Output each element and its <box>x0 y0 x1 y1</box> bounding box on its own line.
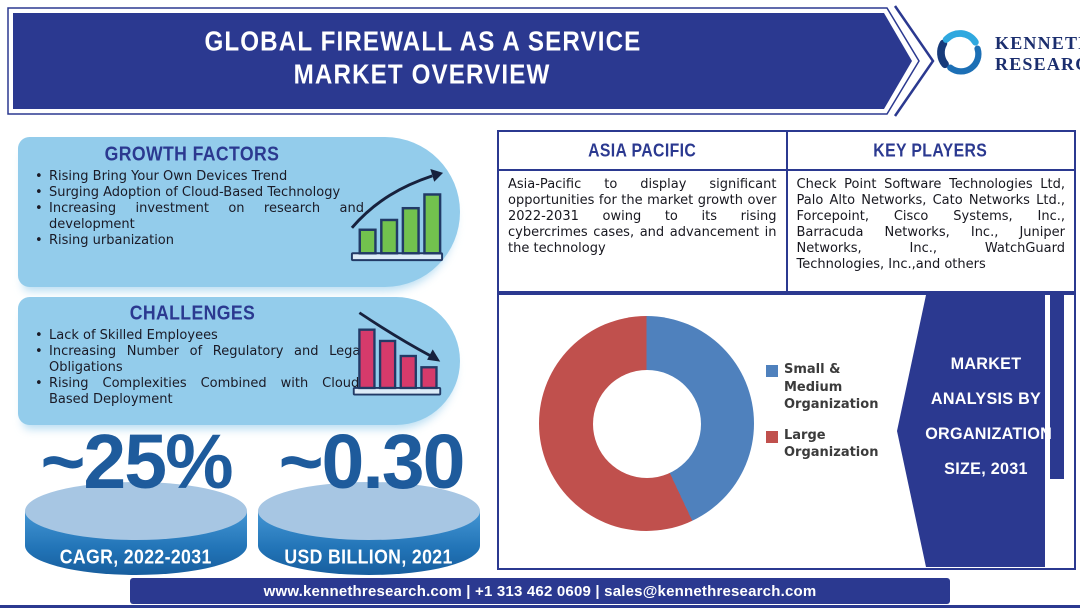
chart-legend: Small & Medium Organization Large Organi… <box>766 361 882 475</box>
growth-factors-list: Rising Bring Your Own Devices Trend Surg… <box>32 169 364 250</box>
stat-market-size-value: ~0.30 <box>278 419 466 505</box>
stat-cagr-value: ~25% <box>40 419 233 505</box>
rising-bar-chart-icon <box>350 169 444 262</box>
key-players-body: Check Point Software Technologies Ltd, P… <box>796 177 1066 272</box>
legend-item: Large Organization <box>766 427 882 462</box>
legend-swatch-blue <box>766 365 778 377</box>
footer-contact-text: www.kennethresearch.com | +1 313 462 060… <box>263 582 817 600</box>
kenneth-research-logo: KENNETH RESEARCH <box>934 27 1080 81</box>
challenges-list: Lack of Skilled Employees Increasing Num… <box>32 328 364 409</box>
chart-panel: Small & Medium Organization Large Organi… <box>497 293 1076 570</box>
footer-contact-bar: www.kennethresearch.com | +1 313 462 060… <box>130 578 950 604</box>
disk-top <box>25 482 247 540</box>
declining-bar-chart-icon <box>352 311 442 396</box>
stat-disk: CAGR, 2022-2031 <box>25 482 247 578</box>
kenneth-research-logo-icon <box>937 30 982 75</box>
bottom-divider <box>0 605 1080 608</box>
growth-factors-title: GROWTH FACTORS <box>104 143 280 166</box>
challenge-item: Rising Complexities Combined with Cloud-… <box>32 376 364 408</box>
disk-top <box>258 482 480 540</box>
challenges-title: CHALLENGES <box>129 302 255 325</box>
donut-chart <box>539 316 754 531</box>
page-title-line1: GLOBAL FIREWALL AS A SERVICE <box>204 24 641 58</box>
page-title: GLOBAL FIREWALL AS A SERVICE MARKET OVER… <box>0 25 845 91</box>
page-title-line2: MARKET OVERVIEW <box>294 57 551 91</box>
key-players-header: KEY PLAYERS <box>787 132 1074 171</box>
logo-line1: KENNETH <box>995 33 1080 54</box>
asia-pacific-panel: ASIA PACIFIC Asia-Pacific to display sig… <box>499 132 786 291</box>
key-players-panel: KEY PLAYERS Check Point Software Technol… <box>785 132 1074 291</box>
logo-line2: RESEARCH <box>995 54 1080 74</box>
logo-wordmark: KENNETH RESEARCH <box>995 33 1080 74</box>
challenge-item: Lack of Skilled Employees <box>32 328 364 344</box>
growth-factor-item: Surging Adoption of Cloud-Based Technolo… <box>32 185 364 201</box>
asia-pacific-body: Asia-Pacific to display significant oppo… <box>508 177 777 256</box>
challenge-item: Increasing Number of Regulatory and Lega… <box>32 344 364 376</box>
growth-factor-item: Rising urbanization <box>32 233 364 249</box>
legend-item: Small & Medium Organization <box>766 361 882 414</box>
chart-title-sidebar: MARKET ANALYSIS BY ORGANIZATION SIZE, 20… <box>925 354 1053 478</box>
stat-disk: USD BILLION, 2021 <box>258 482 480 578</box>
legend-label: Large Organization <box>784 427 879 461</box>
asia-pacific-header: ASIA PACIFIC <box>499 132 786 171</box>
stat-market-size-label: USD BILLION, 2021 <box>284 546 454 569</box>
growth-factor-item: Increasing investment on research and de… <box>32 201 364 233</box>
challenges-card: CHALLENGES Lack of Skilled Employees Inc… <box>18 297 460 425</box>
info-panels: ASIA PACIFIC Asia-Pacific to display sig… <box>497 130 1076 293</box>
sidebar-banner-shape <box>897 295 1064 567</box>
growth-factors-card: GROWTH FACTORS Rising Bring Your Own Dev… <box>18 137 460 287</box>
stat-cagr-label: CAGR, 2022-2031 <box>60 546 212 569</box>
legend-swatch-red <box>766 430 778 443</box>
legend-label: Small & Medium Organization <box>784 362 879 413</box>
stat-cagr: ~25% CAGR, 2022-2031 <box>22 424 250 578</box>
stat-market-size: ~0.30 USD BILLION, 2021 <box>255 424 487 578</box>
banner-arrow-shape <box>7 5 935 117</box>
growth-factor-item: Rising Bring Your Own Devices Trend <box>32 169 364 185</box>
